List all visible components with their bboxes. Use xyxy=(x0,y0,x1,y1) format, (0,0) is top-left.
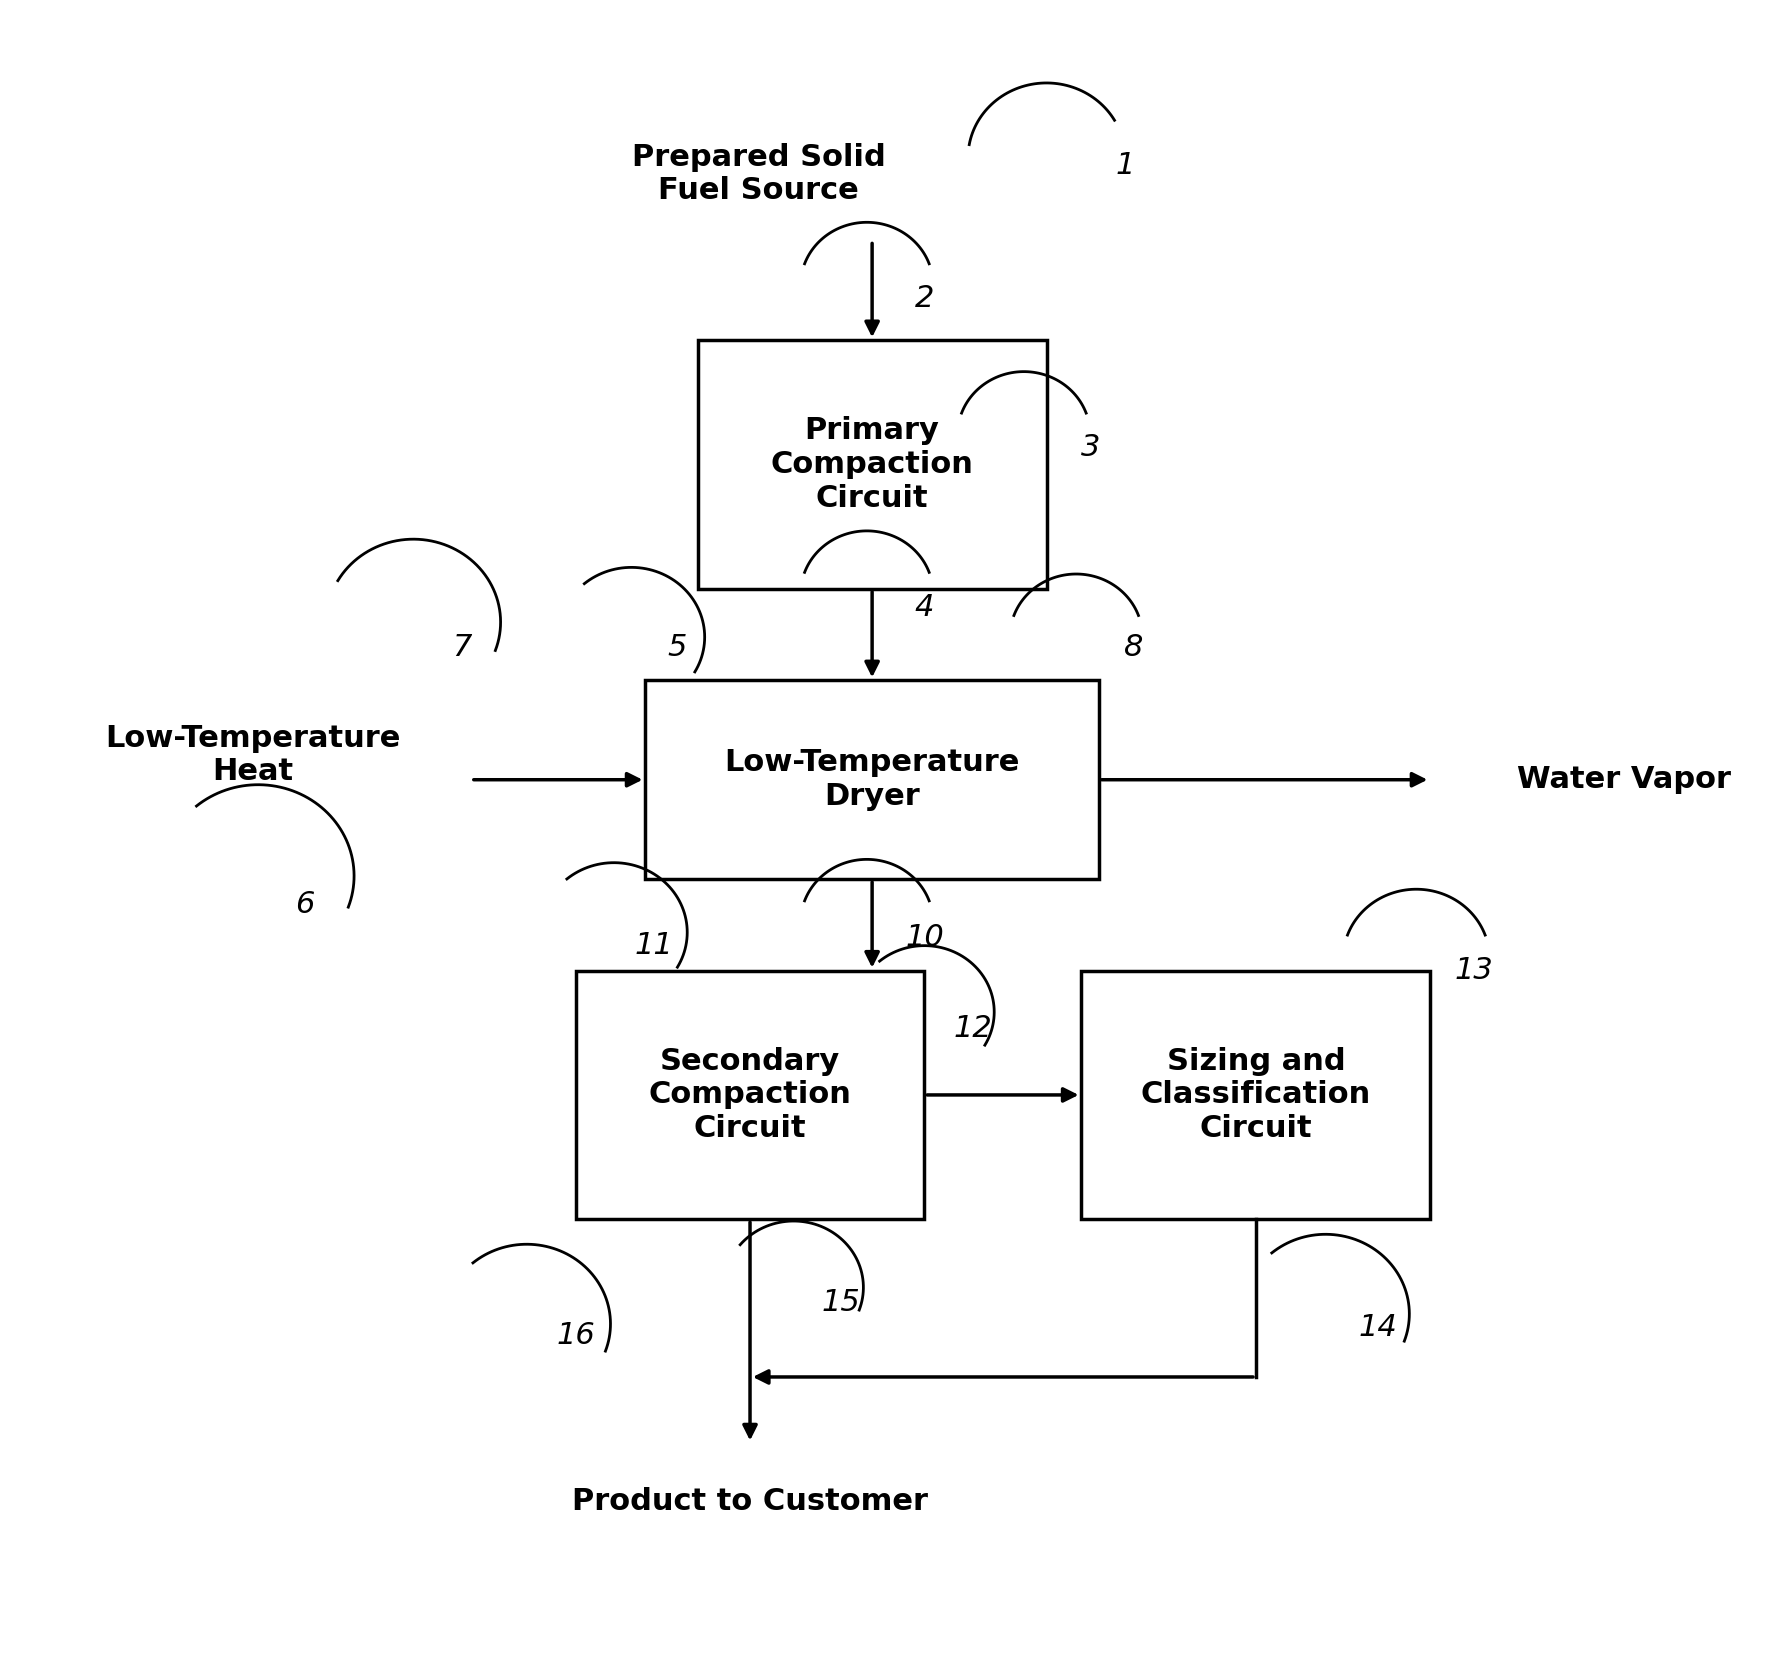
Text: Sizing and
Classification
Circuit: Sizing and Classification Circuit xyxy=(1140,1047,1372,1143)
Text: 12: 12 xyxy=(954,1014,993,1044)
Text: Prepared Solid
Fuel Source: Prepared Solid Fuel Source xyxy=(632,143,886,206)
Text: 7: 7 xyxy=(452,632,471,662)
Text: Product to Customer: Product to Customer xyxy=(573,1486,929,1516)
Text: Water Vapor: Water Vapor xyxy=(1517,765,1731,795)
Text: 16: 16 xyxy=(557,1321,594,1350)
Text: 10: 10 xyxy=(906,922,945,952)
Text: Low-Temperature
Heat: Low-Temperature Heat xyxy=(105,723,400,786)
FancyBboxPatch shape xyxy=(576,971,925,1219)
Text: 15: 15 xyxy=(822,1287,859,1317)
Text: 8: 8 xyxy=(1124,632,1144,662)
Text: 3: 3 xyxy=(1080,433,1099,463)
Text: 5: 5 xyxy=(667,632,687,662)
Text: Primary
Compaction
Circuit: Primary Compaction Circuit xyxy=(770,416,973,513)
FancyBboxPatch shape xyxy=(1082,971,1430,1219)
Text: 4: 4 xyxy=(914,592,934,622)
FancyBboxPatch shape xyxy=(646,680,1099,879)
Text: Secondary
Compaction
Circuit: Secondary Compaction Circuit xyxy=(649,1047,852,1143)
Text: 14: 14 xyxy=(1359,1312,1397,1342)
Text: Low-Temperature
Dryer: Low-Temperature Dryer xyxy=(724,748,1019,811)
Text: 2: 2 xyxy=(914,284,934,314)
Text: 6: 6 xyxy=(295,889,315,919)
Text: 13: 13 xyxy=(1455,956,1493,985)
Text: 1: 1 xyxy=(1115,151,1135,181)
FancyBboxPatch shape xyxy=(697,340,1046,589)
Text: 11: 11 xyxy=(635,931,674,961)
